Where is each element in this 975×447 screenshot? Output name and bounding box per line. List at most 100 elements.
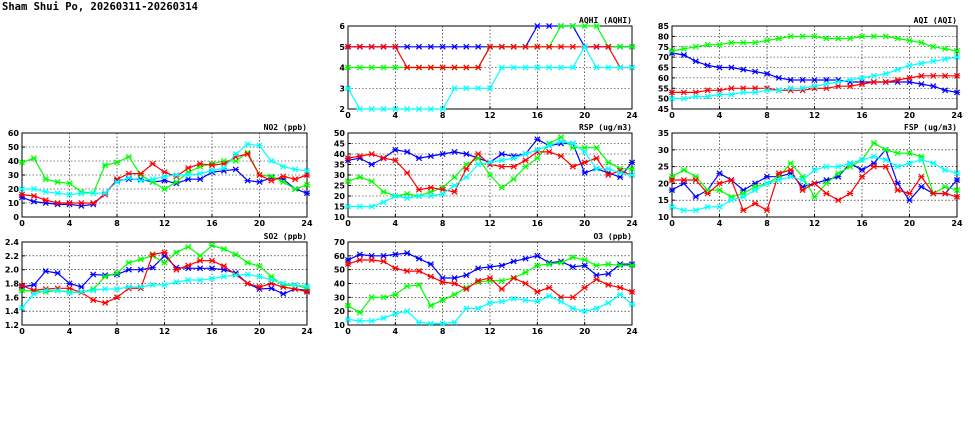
data-point	[581, 262, 588, 269]
data-point	[752, 39, 759, 46]
data-point	[125, 174, 132, 181]
data-point	[463, 165, 470, 172]
data-point	[185, 277, 192, 284]
data-point	[427, 302, 434, 309]
data-point	[906, 197, 913, 204]
y-tick-label: 45	[334, 140, 346, 149]
y-tick-label: 70	[334, 238, 346, 247]
data-point	[823, 180, 830, 187]
data-point	[256, 283, 263, 290]
data-point	[628, 171, 636, 179]
data-point	[268, 285, 275, 292]
data-point	[415, 64, 423, 71]
x-tick-label: 4	[717, 111, 723, 120]
data-point	[605, 299, 612, 306]
data-point	[78, 190, 85, 197]
data-point	[716, 64, 723, 71]
data-point	[404, 283, 411, 290]
data-point	[557, 153, 565, 160]
data-point	[534, 252, 541, 259]
data-point	[344, 64, 352, 71]
y-tick-label: 2.2	[5, 252, 19, 261]
data-point	[894, 187, 901, 194]
data-point	[716, 180, 723, 187]
series-line	[18, 141, 311, 198]
data-point	[593, 64, 600, 71]
data-point	[42, 188, 49, 195]
data-point	[344, 155, 352, 162]
data-point	[392, 105, 399, 113]
data-point	[368, 105, 375, 113]
data-point	[510, 295, 517, 302]
data-point	[356, 251, 363, 258]
data-point	[113, 270, 121, 277]
data-point	[882, 156, 889, 163]
data-point	[799, 187, 806, 194]
data-point	[546, 22, 553, 30]
x-tick-label: 20	[579, 111, 591, 120]
data-point	[415, 105, 423, 113]
data-point	[498, 277, 505, 284]
y-tick-label: 45	[658, 105, 670, 114]
data-point	[787, 85, 794, 92]
data-point	[344, 43, 352, 50]
y-tick-label: 1.4	[5, 307, 20, 316]
data-point	[546, 261, 553, 268]
x-tick-label: 24	[626, 327, 638, 336]
x-tick-label: 0	[19, 327, 25, 336]
data-point	[256, 273, 263, 280]
data-point	[161, 173, 168, 180]
data-point	[942, 190, 949, 197]
series-line	[344, 256, 636, 301]
data-point	[510, 64, 517, 71]
x-tick-label: 12	[809, 219, 820, 228]
data-point	[498, 184, 505, 191]
data-point	[740, 89, 747, 96]
data-point	[680, 45, 687, 52]
data-point	[368, 317, 375, 324]
data-point	[581, 284, 588, 291]
data-point	[451, 64, 458, 71]
data-point	[66, 180, 73, 187]
data-point	[197, 176, 204, 183]
data-point	[918, 173, 925, 180]
data-point	[380, 252, 387, 259]
data-point	[811, 193, 818, 200]
data-point	[498, 64, 505, 71]
data-point	[197, 160, 204, 167]
data-point	[102, 162, 109, 169]
data-point	[763, 70, 771, 77]
data-point	[208, 162, 216, 169]
data-point	[716, 203, 723, 210]
data-point	[628, 301, 636, 308]
data-point	[244, 271, 251, 278]
data-point	[232, 150, 239, 158]
data-point	[18, 185, 26, 193]
data-point	[380, 64, 387, 71]
data-point	[220, 164, 227, 172]
data-point	[510, 274, 517, 281]
x-tick-label: 16	[856, 111, 868, 120]
data-point	[680, 95, 687, 102]
data-point	[763, 173, 771, 180]
data-point	[593, 155, 600, 162]
y-tick-label: 65	[658, 64, 670, 73]
data-point	[581, 43, 588, 50]
data-point	[125, 283, 132, 290]
data-point	[486, 171, 494, 179]
data-point	[918, 72, 925, 79]
x-tick-label: 12	[484, 219, 495, 228]
data-point	[451, 274, 458, 281]
data-point	[799, 177, 806, 184]
data-point	[90, 190, 97, 197]
data-point	[463, 174, 470, 181]
data-point	[415, 186, 423, 193]
data-point	[870, 163, 877, 170]
data-point	[581, 159, 588, 166]
data-point	[811, 33, 818, 40]
data-point	[704, 41, 711, 48]
data-point	[870, 72, 877, 79]
data-point	[847, 83, 854, 90]
